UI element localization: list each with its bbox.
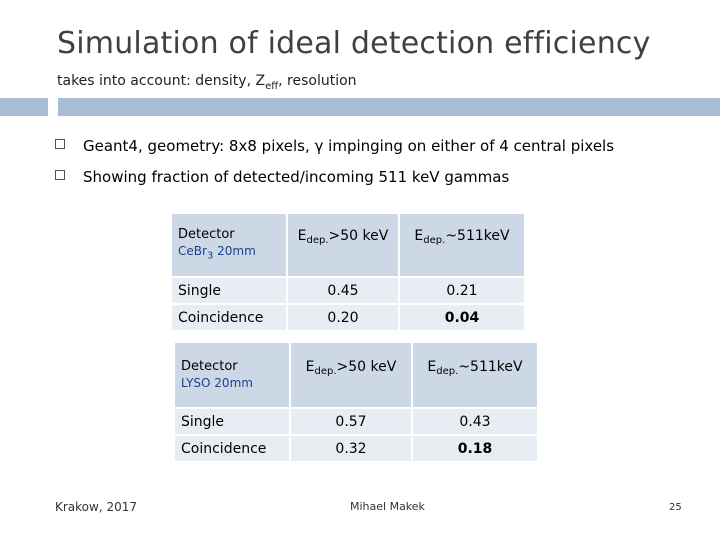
detector-cell: Detector LYSO 20mm	[175, 343, 289, 407]
column-header-edep-511: Edep.~511keV	[400, 214, 524, 276]
column-header-edep-511: Edep.~511keV	[413, 343, 537, 407]
row-label: Single	[172, 278, 286, 303]
footer-author: Mihael Makek	[350, 500, 425, 513]
detector-label: Detector	[178, 226, 235, 242]
slide-title: Simulation of ideal detection efficiency	[57, 26, 651, 61]
value-cell: 0.32	[291, 436, 411, 461]
col-subscript: dep.	[314, 366, 337, 377]
col-threshold: >50 keV	[328, 228, 389, 244]
col-subscript: dep.	[423, 235, 446, 246]
crystal-label: CeBr3 20mm	[178, 243, 280, 264]
table-row: Single 0.57 0.43	[175, 409, 537, 434]
slide-subtitle: takes into account: density, Zeff, resol…	[57, 73, 357, 92]
subtitle-sub: eff	[265, 80, 279, 92]
value-cell: 0.18	[413, 436, 537, 461]
table-row: Coincidence 0.20 0.04	[172, 305, 524, 330]
col-threshold: >50 keV	[336, 359, 397, 375]
crystal-subscript: 3	[206, 250, 214, 262]
col-symbol: E	[305, 359, 315, 375]
cebr3-results-table: Detector CeBr3 20mm Edep.>50 keV Edep.~5…	[170, 212, 526, 332]
table-row: Single 0.45 0.21	[172, 278, 524, 303]
subtitle-suffix: , resolution	[278, 73, 357, 89]
accent-bar-right	[58, 98, 720, 116]
accent-bar-left	[0, 98, 48, 116]
bullet-text: Geant4, geometry: 8x8 pixels, γ impingin…	[83, 137, 615, 155]
detector-cell: Detector CeBr3 20mm	[172, 214, 286, 276]
footer-location: Krakow, 2017	[55, 500, 138, 514]
col-subscript: dep.	[436, 366, 459, 377]
lyso-results-table: Detector LYSO 20mm Edep.>50 keV Edep.~51…	[173, 341, 539, 463]
col-symbol: E	[427, 359, 437, 375]
crystal-size: 20mm	[213, 243, 256, 258]
value-cell: 0.20	[288, 305, 398, 330]
value-cell: 0.21	[400, 278, 524, 303]
table-header-row: Detector LYSO 20mm Edep.>50 keV Edep.~51…	[175, 343, 537, 407]
col-threshold: ~511keV	[458, 359, 523, 375]
square-bullet-icon	[55, 170, 65, 180]
table-header-row: Detector CeBr3 20mm Edep.>50 keV Edep.~5…	[172, 214, 524, 276]
col-symbol: E	[414, 228, 424, 244]
value-cell: 0.57	[291, 409, 411, 434]
col-symbol: E	[297, 228, 307, 244]
crystal-name: CeBr	[178, 243, 207, 258]
row-label: Coincidence	[172, 305, 286, 330]
row-label: Coincidence	[175, 436, 289, 461]
page-number: 25	[669, 502, 682, 513]
value-cell: 0.04	[400, 305, 524, 330]
square-bullet-icon	[55, 139, 65, 149]
value-cell: 0.45	[288, 278, 398, 303]
crystal-label: LYSO 20mm	[181, 376, 253, 390]
value-cell: 0.43	[413, 409, 537, 434]
column-header-edep-50: Edep.>50 keV	[288, 214, 398, 276]
bullet-text: Showing fraction of detected/incoming 51…	[83, 168, 510, 186]
bullet-item: Geant4, geometry: 8x8 pixels, γ impingin…	[55, 137, 614, 155]
col-subscript: dep.	[306, 235, 329, 246]
detector-label: Detector	[181, 359, 238, 374]
subtitle-prefix: takes into account: density, Z	[57, 73, 266, 89]
column-header-edep-50: Edep.>50 keV	[291, 343, 411, 407]
bullet-item: Showing fraction of detected/incoming 51…	[55, 168, 509, 186]
col-threshold: ~511keV	[445, 228, 510, 244]
row-label: Single	[175, 409, 289, 434]
table-row: Coincidence 0.32 0.18	[175, 436, 537, 461]
